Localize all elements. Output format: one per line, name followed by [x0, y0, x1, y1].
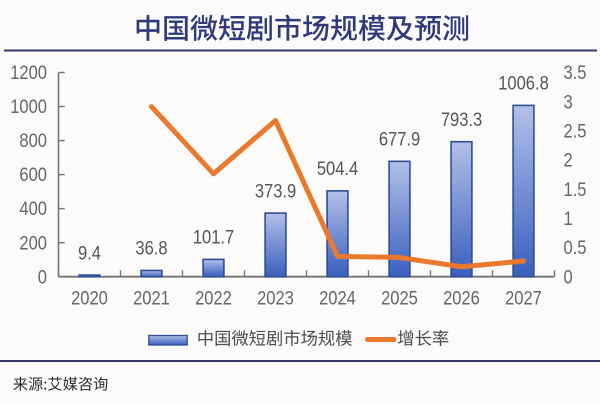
svg-text:0.5: 0.5: [564, 237, 587, 258]
svg-text:36.8: 36.8: [135, 238, 167, 259]
svg-text:0: 0: [38, 266, 47, 287]
svg-text:9.4: 9.4: [78, 242, 101, 263]
svg-text:1.5: 1.5: [564, 179, 587, 200]
svg-text:200: 200: [19, 232, 47, 253]
svg-text:1: 1: [564, 208, 573, 229]
svg-text:400: 400: [19, 198, 47, 219]
svg-text:800: 800: [19, 130, 47, 151]
svg-text:1200: 1200: [10, 62, 47, 83]
svg-text:2021: 2021: [133, 288, 170, 309]
svg-text:2.5: 2.5: [564, 120, 587, 141]
svg-text:0: 0: [564, 266, 573, 287]
svg-text:793.3: 793.3: [441, 109, 482, 130]
svg-text:2025: 2025: [381, 288, 418, 309]
svg-text:3: 3: [564, 91, 573, 112]
svg-text:2024: 2024: [319, 288, 356, 309]
svg-text:600: 600: [19, 164, 47, 185]
svg-text:373.9: 373.9: [255, 180, 296, 201]
svg-text:101.7: 101.7: [193, 227, 234, 248]
svg-text:2027: 2027: [505, 288, 542, 309]
svg-text:677.9: 677.9: [379, 129, 420, 150]
svg-text:1000: 1000: [10, 96, 47, 117]
svg-text:2023: 2023: [257, 288, 294, 309]
svg-text:2020: 2020: [71, 288, 108, 309]
svg-text:1006.8: 1006.8: [498, 73, 549, 94]
svg-text:504.4: 504.4: [317, 158, 358, 179]
svg-text:2022: 2022: [195, 288, 232, 309]
svg-text:3.5: 3.5: [564, 62, 587, 83]
svg-text:2: 2: [564, 150, 573, 171]
svg-text:2026: 2026: [443, 288, 480, 309]
